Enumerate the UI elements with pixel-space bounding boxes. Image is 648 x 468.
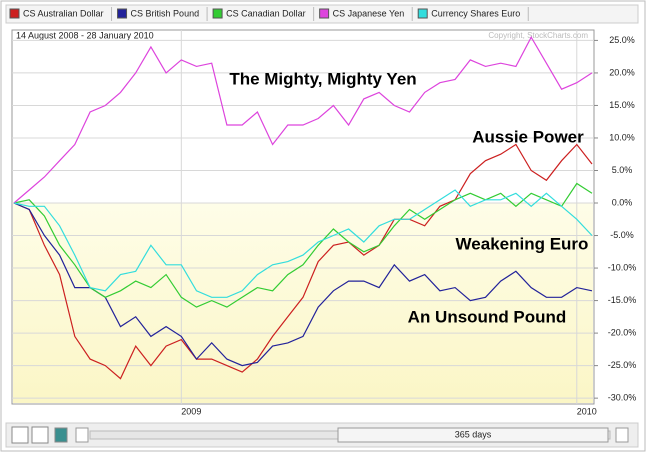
y-tick-label: 0.0% [612, 197, 633, 207]
copyright: Copyright, StockCharts.com [488, 31, 588, 40]
y-tick-label: -15.0% [608, 295, 637, 305]
legend-swatch [417, 8, 428, 19]
legend-label: CS Japanese Yen [333, 8, 405, 18]
swatch-button[interactable] [54, 427, 68, 443]
y-tick-label: 25.0% [609, 35, 635, 45]
legend-swatch [212, 8, 223, 19]
y-tick-label: -25.0% [608, 360, 637, 370]
y-tick-label: -10.0% [608, 262, 637, 272]
legend-label: CS Australian Dollar [23, 8, 104, 18]
scroll-thumb[interactable] [337, 427, 609, 443]
y-tick-label: 15.0% [609, 100, 635, 110]
annotation: An Unsound Pound [408, 307, 567, 326]
y-tick-label: -20.0% [608, 327, 637, 337]
series-line [13, 202, 593, 367]
x-tick-label: 2009 [181, 406, 201, 416]
y-tick-label: 20.0% [609, 67, 635, 77]
series-line [13, 35, 593, 204]
annotation: Aussie Power [472, 127, 584, 146]
legend-swatch [319, 8, 330, 19]
series-line [13, 143, 593, 380]
annotation: The Mighty, Mighty Yen [229, 69, 416, 88]
legend-label: CS British Pound [131, 8, 200, 18]
series-line [13, 182, 593, 308]
y-tick-label: 5.0% [612, 165, 633, 175]
y-tick-label: -5.0% [610, 230, 634, 240]
scroll-right[interactable] [615, 427, 629, 443]
subtitle: 14 August 2008 - 28 January 2010 [16, 30, 154, 40]
legend-swatch [9, 8, 20, 19]
x-tick-label: 2010 [577, 406, 597, 416]
range-label: 365 days [455, 429, 492, 439]
line-button[interactable] [11, 426, 29, 444]
negative-zone [13, 203, 593, 403]
legend-label: CS Canadian Dollar [226, 8, 306, 18]
y-tick-label: -30.0% [608, 393, 637, 403]
scroll-left[interactable] [75, 427, 89, 443]
series-line [13, 189, 593, 298]
y-tick-label: 10.0% [609, 132, 635, 142]
color-button[interactable] [31, 426, 49, 444]
legend-swatch [117, 8, 128, 19]
legend-label: Currency Shares Euro [431, 8, 520, 18]
annotation: Weakening Euro [456, 234, 589, 253]
